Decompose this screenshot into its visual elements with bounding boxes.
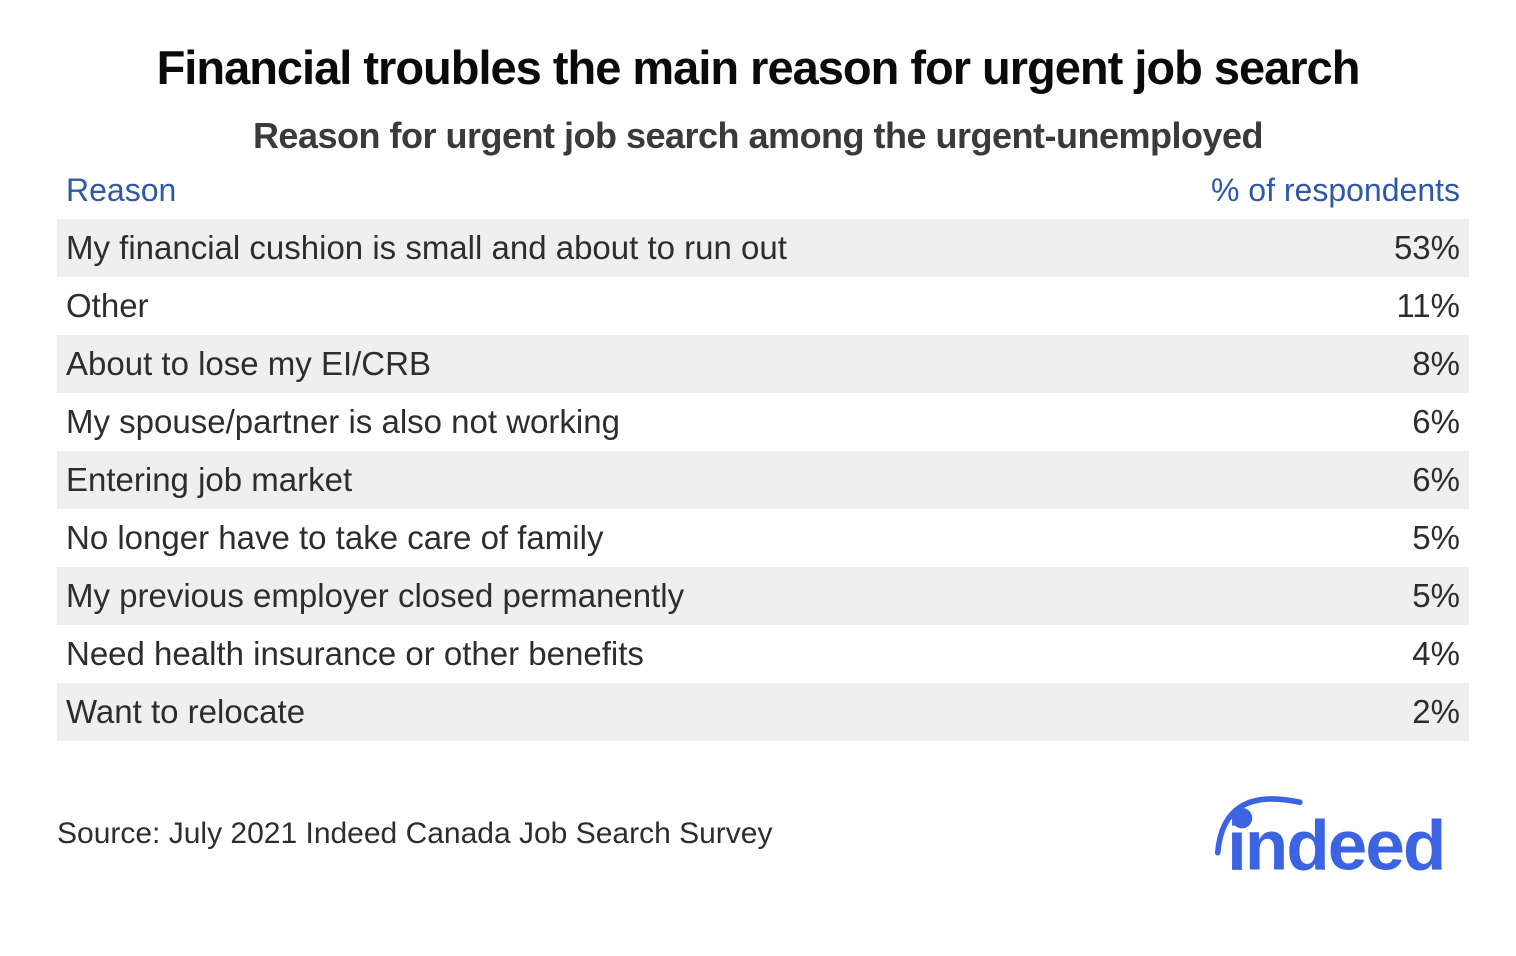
table-row: Entering job market 6% [57, 451, 1469, 510]
percent-cell: 5% [1412, 519, 1460, 557]
reason-cell: Other [66, 287, 149, 325]
reason-cell: Want to relocate [66, 693, 306, 731]
table-row: Other 11% [57, 277, 1469, 336]
table-row: No longer have to take care of family 5% [57, 509, 1469, 568]
source-note: Source: July 2021 Indeed Canada Job Sear… [57, 817, 773, 851]
table-row: My previous employer closed permanently 5… [57, 567, 1469, 626]
table-row: My spouse/partner is also not working 6% [57, 393, 1469, 452]
reason-cell: Need health insurance or other benefits [66, 635, 644, 673]
reason-cell: My previous employer closed permanently [66, 577, 685, 615]
reason-cell: My financial cushion is small and about … [66, 229, 787, 267]
indeed-logo: indeed [1214, 791, 1466, 877]
page-title: Financial troubles the main reason for u… [156, 41, 1361, 94]
percent-cell: 11% [1396, 287, 1460, 325]
column-header-reason: Reason [66, 172, 177, 209]
percent-cell: 53% [1393, 229, 1460, 267]
table-body: My financial cushion is small and about … [57, 219, 1469, 742]
table-row: Need health insurance or other benefits 4… [57, 625, 1469, 684]
reason-cell: No longer have to take care of family [66, 519, 604, 557]
percent-cell: 2% [1412, 693, 1460, 731]
column-header-row: Reason % of respondents [57, 173, 1469, 208]
reason-cell: Entering job market [66, 461, 353, 499]
footer: Source: July 2021 Indeed Canada Job Sear… [57, 791, 1466, 877]
indeed-logo-text: indeed [1227, 807, 1444, 878]
percent-cell: 5% [1412, 577, 1460, 615]
column-header-percent: % of respondents [1210, 172, 1460, 209]
table-row: My financial cushion is small and about … [57, 219, 1469, 278]
chart-canvas: Financial troubles the main reason for u… [0, 42, 1516, 956]
reason-cell: My spouse/partner is also not working [66, 403, 620, 441]
table-row: Want to relocate 2% [57, 683, 1469, 742]
percent-cell: 6% [1412, 403, 1460, 441]
page-subtitle: Reason for urgent job search among the u… [252, 114, 1264, 156]
percent-cell: 6% [1412, 461, 1460, 499]
indeed-logo-icon: indeed [1214, 796, 1446, 878]
percent-cell: 4% [1412, 635, 1460, 673]
reason-cell: About to lose my EI/CRB [66, 345, 431, 383]
table-row: About to lose my EI/CRB 8% [57, 335, 1469, 394]
reason-table: My financial cushion is small and about … [57, 219, 1469, 742]
percent-cell: 8% [1412, 345, 1460, 383]
